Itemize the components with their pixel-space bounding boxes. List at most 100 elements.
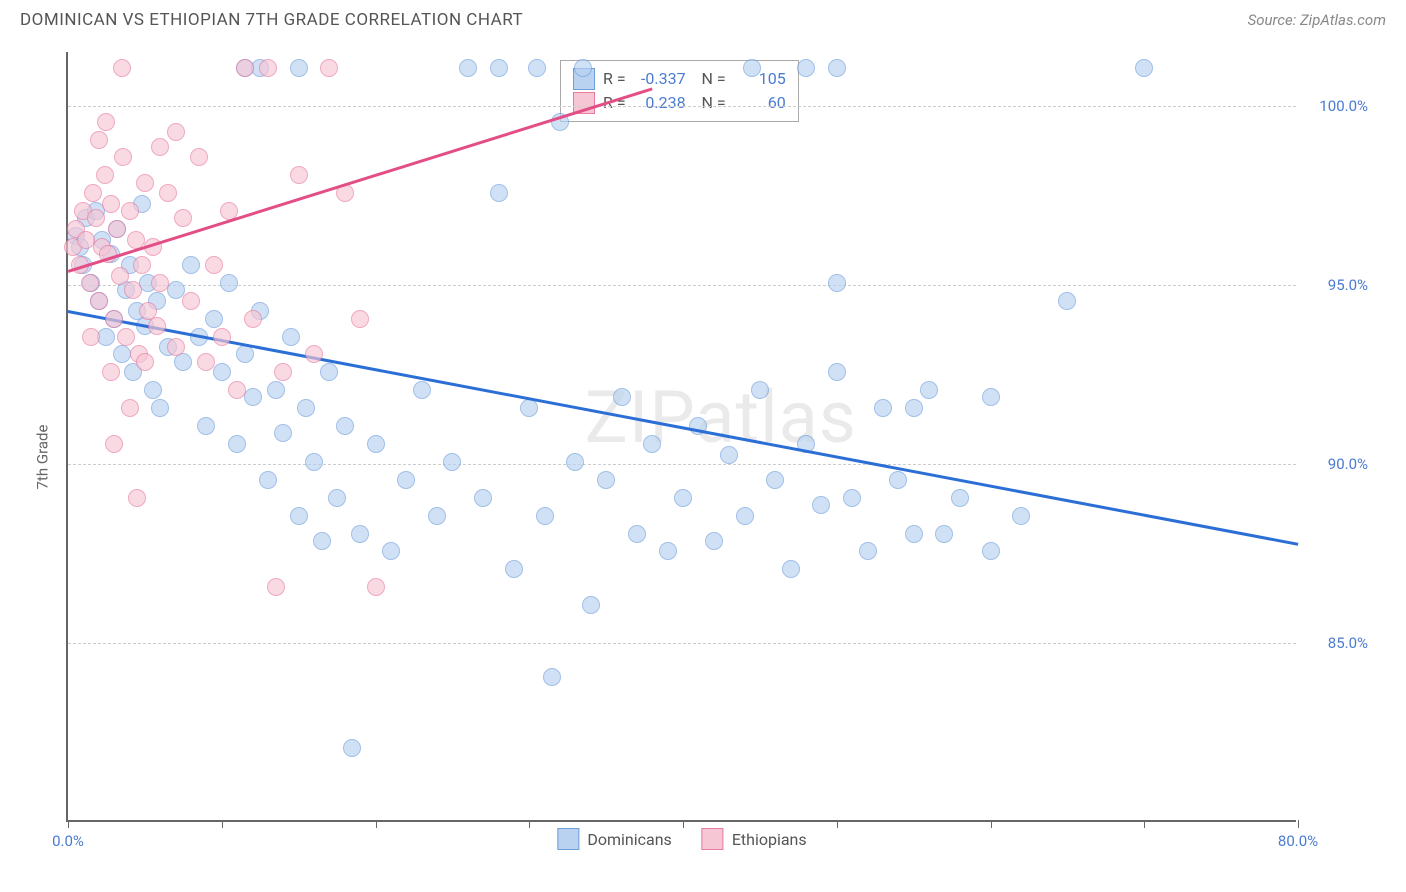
data-point bbox=[597, 471, 615, 489]
data-point bbox=[136, 353, 154, 371]
data-point bbox=[382, 542, 400, 560]
data-point bbox=[674, 489, 692, 507]
data-point bbox=[397, 471, 415, 489]
r-label: R = bbox=[603, 67, 626, 91]
data-point bbox=[313, 532, 331, 550]
data-point bbox=[628, 525, 646, 543]
data-point bbox=[228, 435, 246, 453]
data-point bbox=[81, 274, 99, 292]
data-point bbox=[274, 424, 292, 442]
legend-item: Ethiopians bbox=[702, 828, 807, 850]
data-point bbox=[113, 345, 131, 363]
data-point bbox=[102, 363, 120, 381]
data-point bbox=[136, 174, 154, 192]
x-tick-label: 80.0% bbox=[1278, 832, 1318, 850]
data-point bbox=[1135, 59, 1153, 77]
data-point bbox=[351, 525, 369, 543]
trend-line bbox=[68, 310, 1298, 545]
n-label: N = bbox=[694, 91, 726, 115]
x-tick bbox=[222, 820, 223, 828]
data-point bbox=[812, 496, 830, 514]
legend: Dominicans Ethiopians bbox=[557, 828, 806, 850]
data-point bbox=[282, 328, 300, 346]
data-point bbox=[720, 446, 738, 464]
data-point bbox=[105, 310, 123, 328]
data-point bbox=[351, 310, 369, 328]
data-point bbox=[490, 184, 508, 202]
chart-container: 7th Grade ZIPatlas R =-0.337 N =105R =0.… bbox=[20, 42, 1386, 872]
x-tick bbox=[1298, 820, 1299, 828]
data-point bbox=[84, 184, 102, 202]
data-point bbox=[797, 59, 815, 77]
data-point bbox=[982, 542, 1000, 560]
data-point bbox=[828, 59, 846, 77]
y-axis-label: 7th Grade bbox=[33, 425, 51, 490]
data-point bbox=[367, 435, 385, 453]
data-point bbox=[144, 381, 162, 399]
x-tick bbox=[837, 820, 838, 828]
data-point bbox=[543, 668, 561, 686]
data-point bbox=[102, 195, 120, 213]
data-point bbox=[828, 363, 846, 381]
trend-line bbox=[68, 88, 653, 273]
data-point bbox=[228, 381, 246, 399]
correlation-stats-box: R =-0.337 N =105R =0.238 N =60 bbox=[560, 60, 799, 122]
plot-area: ZIPatlas R =-0.337 N =105R =0.238 N =60 … bbox=[66, 52, 1296, 822]
data-point bbox=[566, 453, 584, 471]
data-point bbox=[751, 381, 769, 399]
data-point bbox=[343, 739, 361, 757]
legend-label: Ethiopians bbox=[732, 830, 807, 849]
data-point bbox=[428, 507, 446, 525]
data-point bbox=[167, 338, 185, 356]
y-tick-label: 90.0% bbox=[1328, 455, 1368, 473]
data-point bbox=[613, 388, 631, 406]
data-point bbox=[87, 209, 105, 227]
data-point bbox=[90, 131, 108, 149]
data-point bbox=[197, 353, 215, 371]
data-point bbox=[128, 489, 146, 507]
gridline-h bbox=[68, 106, 1296, 107]
r-value: -0.337 bbox=[634, 67, 686, 91]
data-point bbox=[205, 256, 223, 274]
data-point bbox=[244, 388, 262, 406]
x-tick bbox=[68, 820, 69, 828]
data-point bbox=[90, 292, 108, 310]
data-point bbox=[305, 453, 323, 471]
data-point bbox=[174, 209, 192, 227]
x-tick-label: 0.0% bbox=[52, 832, 84, 850]
data-point bbox=[336, 417, 354, 435]
data-point bbox=[889, 471, 907, 489]
data-point bbox=[505, 560, 523, 578]
data-point bbox=[96, 166, 114, 184]
data-point bbox=[874, 399, 892, 417]
data-point bbox=[82, 328, 100, 346]
data-point bbox=[213, 363, 231, 381]
data-point bbox=[267, 381, 285, 399]
data-point bbox=[328, 489, 346, 507]
data-point bbox=[982, 388, 1000, 406]
data-point bbox=[1012, 507, 1030, 525]
data-point bbox=[114, 148, 132, 166]
data-point bbox=[205, 310, 223, 328]
data-point bbox=[305, 345, 323, 363]
data-point bbox=[490, 59, 508, 77]
data-point bbox=[290, 507, 308, 525]
legend-swatch bbox=[557, 828, 579, 850]
gridline-h bbox=[68, 285, 1296, 286]
data-point bbox=[935, 525, 953, 543]
data-point bbox=[474, 489, 492, 507]
data-point bbox=[367, 578, 385, 596]
data-point bbox=[108, 220, 126, 238]
legend-item: Dominicans bbox=[557, 828, 671, 850]
data-point bbox=[320, 59, 338, 77]
legend-swatch bbox=[702, 828, 724, 850]
data-point bbox=[236, 345, 254, 363]
data-point bbox=[920, 381, 938, 399]
y-tick-label: 100.0% bbox=[1319, 97, 1368, 115]
data-point bbox=[659, 542, 677, 560]
data-point bbox=[259, 59, 277, 77]
data-point bbox=[190, 148, 208, 166]
data-point bbox=[443, 453, 461, 471]
data-point bbox=[97, 113, 115, 131]
data-point bbox=[290, 59, 308, 77]
